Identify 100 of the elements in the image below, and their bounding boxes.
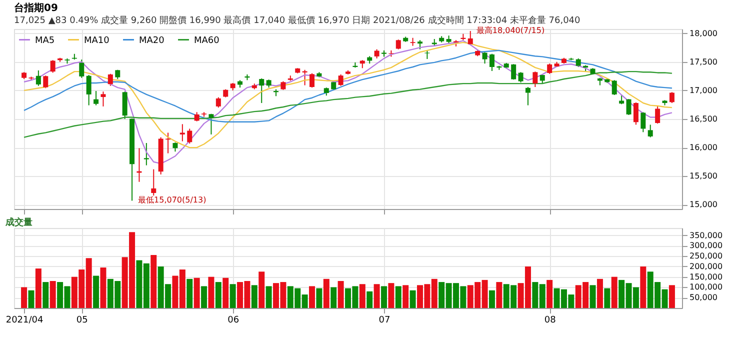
candlestick bbox=[338, 74, 344, 86]
candlestick bbox=[166, 132, 171, 154]
candlestick bbox=[94, 90, 99, 106]
candlestick bbox=[144, 142, 149, 166]
line-series bbox=[23, 70, 673, 138]
y-tick-label: 15,500 bbox=[690, 172, 718, 181]
bar bbox=[338, 280, 344, 308]
candlestick bbox=[36, 70, 41, 86]
annotation: 最低15,070(5/13) bbox=[138, 196, 206, 205]
bar bbox=[374, 284, 380, 308]
bar bbox=[186, 278, 193, 308]
bar bbox=[215, 282, 222, 308]
candlestick bbox=[525, 86, 530, 106]
y-tick-label: 18,000 bbox=[690, 28, 718, 38]
x-tick-label: 08 bbox=[544, 316, 556, 326]
candlestick bbox=[180, 124, 185, 142]
candlestick bbox=[79, 59, 84, 78]
bar bbox=[42, 282, 49, 308]
candlestick bbox=[374, 48, 380, 59]
candlestick bbox=[626, 98, 632, 116]
y-tick-label: 17,500 bbox=[690, 57, 718, 66]
bar bbox=[150, 255, 157, 308]
y-tick-label: 15,000 bbox=[690, 200, 718, 210]
bar bbox=[395, 286, 402, 308]
candlestick bbox=[619, 94, 624, 105]
line-series bbox=[23, 50, 673, 122]
candlestick bbox=[208, 113, 214, 135]
bar bbox=[230, 284, 236, 308]
x-tick-label: 2021/04 bbox=[6, 316, 44, 326]
candlestick bbox=[43, 75, 48, 89]
legend-label: MA5 bbox=[35, 36, 55, 46]
bar bbox=[309, 286, 316, 308]
y-tick-label: 17,000 bbox=[690, 86, 718, 95]
annotation: 最高18,040(7/15) bbox=[476, 26, 545, 35]
y-tick-label: 16,500 bbox=[690, 114, 718, 124]
candlestick bbox=[122, 91, 128, 120]
candlestick bbox=[151, 168, 156, 196]
candlestick bbox=[640, 112, 646, 133]
candlestick bbox=[489, 53, 494, 72]
x-tick-label: 05 bbox=[76, 316, 88, 326]
bar bbox=[194, 278, 200, 308]
bar bbox=[388, 283, 394, 308]
y-tick-label: 350,000 bbox=[690, 230, 723, 240]
candlestick bbox=[108, 73, 113, 86]
bar bbox=[251, 285, 258, 308]
candlestick bbox=[612, 80, 617, 96]
bar bbox=[604, 288, 610, 308]
candlestick bbox=[50, 60, 56, 74]
candlestick bbox=[633, 102, 638, 126]
candlestick bbox=[194, 112, 200, 122]
candlestick bbox=[648, 124, 653, 138]
y-tick-label: 300,000 bbox=[690, 241, 723, 250]
bar bbox=[50, 280, 56, 308]
candlestick bbox=[518, 72, 524, 83]
bar bbox=[668, 285, 675, 308]
bar bbox=[100, 267, 106, 308]
candlestick bbox=[511, 64, 516, 80]
y-tick-label: 150,000 bbox=[690, 272, 723, 282]
bar bbox=[496, 282, 502, 308]
candlestick bbox=[655, 106, 660, 124]
bar bbox=[266, 286, 272, 308]
legend-label: MA10 bbox=[84, 36, 110, 46]
bar bbox=[330, 287, 337, 308]
y-tick-label: 50,000 bbox=[690, 293, 718, 302]
bar bbox=[640, 266, 646, 308]
bar bbox=[28, 290, 34, 308]
chart-title: 台指期09 bbox=[14, 2, 58, 14]
bar bbox=[488, 290, 495, 308]
candlestick bbox=[396, 39, 401, 50]
candlestick bbox=[669, 92, 674, 104]
legend-label: MA20 bbox=[139, 36, 165, 46]
chart-title: 成交量 bbox=[4, 217, 32, 228]
candlestick bbox=[86, 74, 92, 106]
bar bbox=[366, 291, 373, 308]
y-tick-label: 16,000 bbox=[690, 143, 718, 152]
bar bbox=[596, 278, 603, 308]
bar bbox=[316, 288, 322, 308]
bar bbox=[590, 285, 596, 308]
bar bbox=[35, 268, 42, 308]
candlestick bbox=[100, 91, 106, 107]
candlestick bbox=[532, 71, 538, 88]
y-tick-label: 100,000 bbox=[690, 282, 723, 292]
candlestick bbox=[216, 96, 221, 108]
bar bbox=[208, 276, 214, 308]
bar bbox=[410, 290, 416, 308]
x-tick-label: 06 bbox=[228, 316, 240, 326]
candlestick bbox=[259, 78, 264, 104]
bar bbox=[402, 285, 409, 308]
chart-subtitle: 17,025 ▲83 0.49% 成交量 9,260 開盤價 16,990 最高價 17,040 最低價 16,970 日期 2021/08/26 成交時間 17:33:04 未平倉量 76,040 bbox=[14, 15, 581, 26]
y-tick-label: 200,000 bbox=[690, 262, 723, 271]
bar bbox=[201, 286, 208, 308]
candlestick bbox=[417, 40, 422, 50]
candlestick bbox=[310, 72, 315, 88]
legend-label: MA60 bbox=[194, 36, 220, 46]
candlestick bbox=[547, 63, 552, 74]
bar bbox=[258, 272, 265, 308]
bar bbox=[21, 287, 28, 308]
bar bbox=[222, 278, 229, 308]
candlestick bbox=[187, 128, 192, 144]
bar bbox=[611, 276, 618, 308]
